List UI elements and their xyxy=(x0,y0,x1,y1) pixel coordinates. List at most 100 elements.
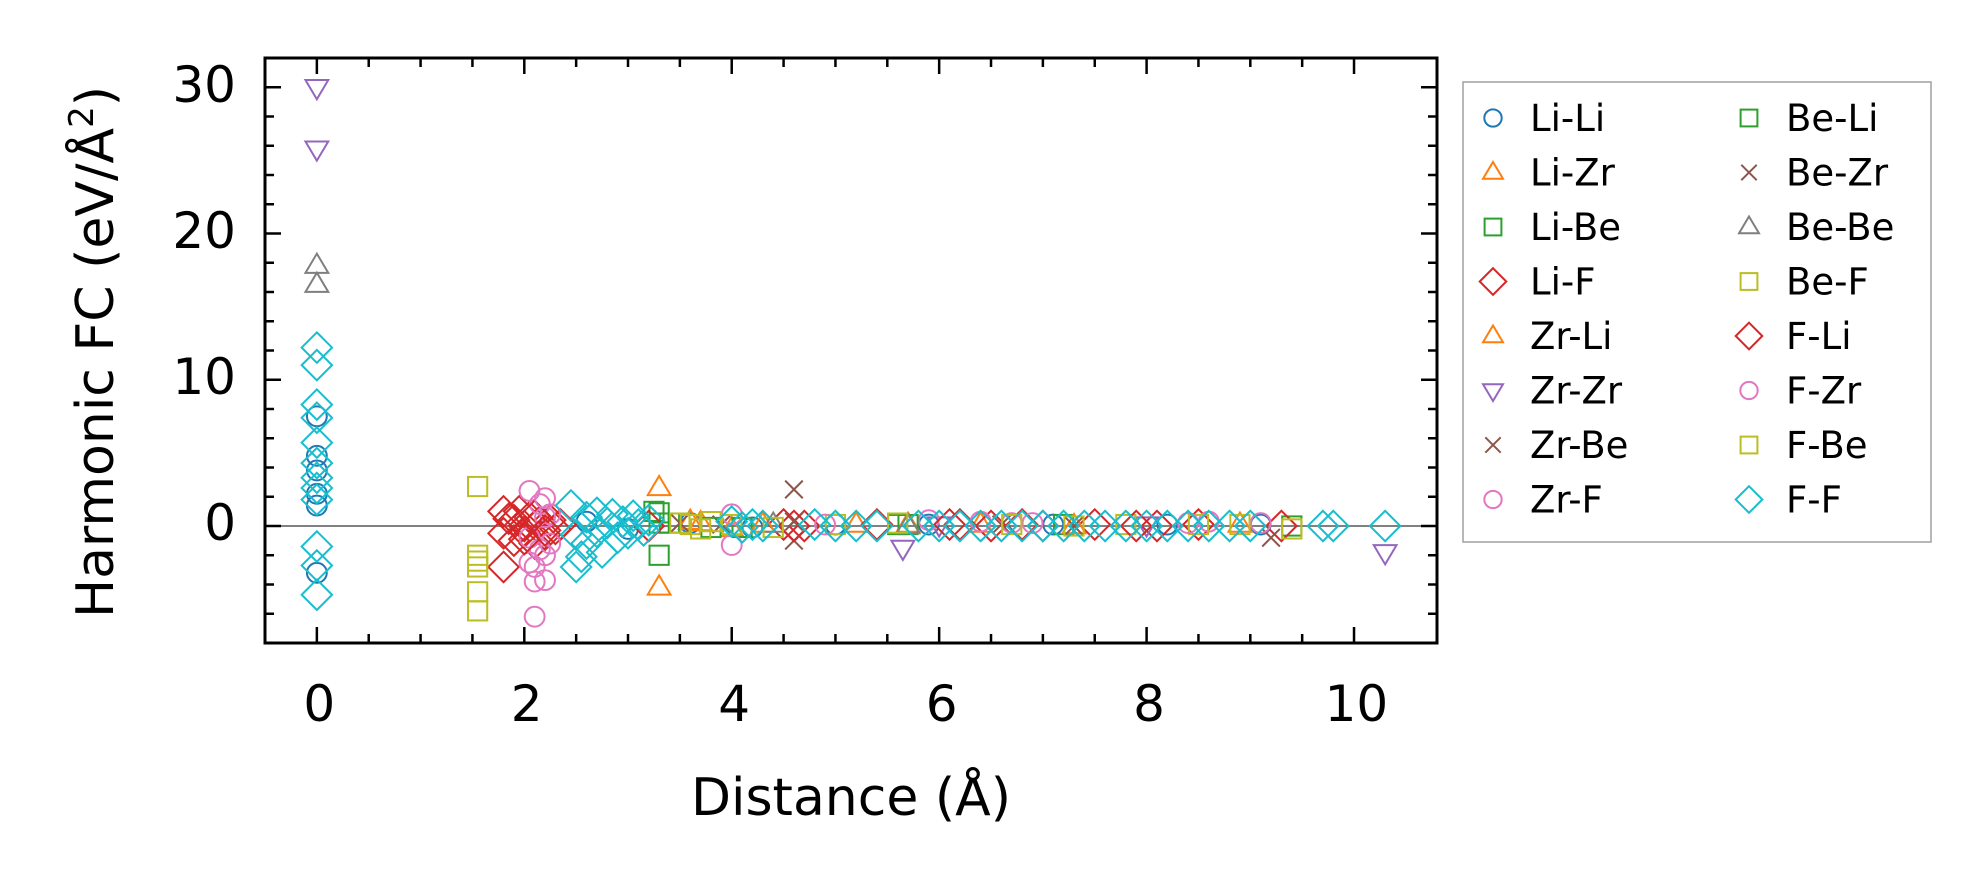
data-point-f-f xyxy=(1368,509,1402,543)
legend-label: Li-F xyxy=(1530,261,1596,304)
data-point-zr-f xyxy=(1249,512,1272,534)
y-tick-label: 20 xyxy=(172,202,236,260)
legend-marker xyxy=(1478,266,1508,297)
data-point-zr-f xyxy=(523,570,546,593)
legend-marker xyxy=(1739,272,1759,291)
data-point-f-f xyxy=(1316,509,1350,543)
data-point-li-f xyxy=(1005,507,1039,542)
y-axis-label-main: Harmonic FC (eV/Å xyxy=(64,127,126,618)
data-point-f-f xyxy=(595,497,630,531)
legend-label: F-Be xyxy=(1786,424,1867,467)
legend-marker xyxy=(1481,323,1505,344)
legend-marker xyxy=(1734,484,1764,515)
data-point-be-li xyxy=(648,512,670,534)
data-point-f-f xyxy=(559,550,593,584)
data-point-f-f xyxy=(1306,509,1340,543)
y-tick-labels: 0 10 20 30 xyxy=(172,56,236,552)
data-point-li-zr xyxy=(645,573,673,596)
data-point-be-f xyxy=(1187,513,1210,536)
data-point-f-zr xyxy=(1177,512,1199,534)
data-markers xyxy=(300,79,1402,628)
data-point-f-f xyxy=(606,504,640,539)
legend-box xyxy=(1462,81,1932,543)
legend-label: Be-F xyxy=(1786,261,1869,304)
x-tick-label: 0 xyxy=(303,675,335,733)
legend-label: Zr-F xyxy=(1530,479,1603,522)
data-point-f-f xyxy=(300,330,334,365)
data-point-f-f xyxy=(300,578,334,612)
data-point-li-li xyxy=(305,444,328,467)
data-point-zr-f xyxy=(539,532,562,555)
legend-label: Be-Zr xyxy=(1786,152,1889,195)
data-point-zr-be xyxy=(784,479,804,499)
y-tick-label: 10 xyxy=(172,348,236,406)
data-point-f-f xyxy=(300,529,334,564)
data-point-be-f xyxy=(700,511,722,533)
x-tick-label: 6 xyxy=(926,675,958,733)
legend-label: Li-Li xyxy=(1530,97,1605,140)
data-point-f-zr xyxy=(814,513,836,536)
y-tick-label: 30 xyxy=(172,56,236,114)
data-point-f-f xyxy=(300,461,334,495)
data-point-f-f xyxy=(798,507,832,542)
legend-label: Li-Zr xyxy=(1530,152,1616,195)
legend-marker xyxy=(1739,380,1759,401)
legend-label: F-Zr xyxy=(1786,370,1862,413)
legend-label: Zr-Be xyxy=(1530,424,1628,467)
legend-label: Zr-Li xyxy=(1530,315,1612,358)
data-point-zr-zr xyxy=(1371,544,1399,567)
data-point-be-zr xyxy=(1064,516,1084,536)
x-axis-label: Distance (Å) xyxy=(691,766,1011,828)
data-point-zr-li xyxy=(1060,512,1088,535)
legend-marker xyxy=(1740,164,1758,181)
data-point-f-be xyxy=(679,513,701,536)
data-point-li-f xyxy=(860,507,894,542)
data-point-f-zr xyxy=(1021,512,1044,534)
data-point-zr-f xyxy=(523,605,546,628)
data-point-f-f xyxy=(860,509,894,543)
legend-label: F-Li xyxy=(1786,315,1852,358)
data-point-f-f xyxy=(715,504,749,539)
legend-label: F-F xyxy=(1786,479,1842,522)
data-point-f-li xyxy=(518,499,552,533)
data-point-li-f xyxy=(766,507,801,542)
data-point-f-li xyxy=(932,507,967,542)
data-point-f-f xyxy=(735,507,770,542)
data-point-be-f xyxy=(1281,518,1303,540)
data-point-li-li xyxy=(305,459,328,482)
data-point-be-f xyxy=(1063,515,1085,537)
data-point-f-f xyxy=(300,426,334,460)
legend-marker xyxy=(1484,436,1502,454)
data-point-f-f xyxy=(300,471,334,505)
y-tick-label: 0 xyxy=(204,494,236,552)
x-tick-label: 4 xyxy=(718,675,750,733)
data-point-f-be xyxy=(1001,513,1023,536)
data-point-f-f xyxy=(300,348,334,382)
legend-marker xyxy=(1481,160,1505,180)
data-point-li-zr xyxy=(645,474,673,497)
legend-marker xyxy=(1483,217,1503,237)
plot-frame xyxy=(263,56,1439,645)
legend-marker xyxy=(1481,383,1505,403)
data-point-f-f xyxy=(564,540,598,574)
data-point-f-be xyxy=(1229,513,1251,536)
data-point-f-f xyxy=(1233,509,1267,543)
data-point-zr-zr xyxy=(303,79,331,102)
data-point-f-f xyxy=(590,506,624,540)
data-point-f-f xyxy=(746,509,780,543)
data-point-f-f xyxy=(569,526,604,561)
y-axis-label: Harmonic FC (eV/Å2) xyxy=(62,86,126,618)
data-point-li-f xyxy=(497,524,531,558)
data-point-f-f xyxy=(554,488,588,523)
data-point-f-zr xyxy=(534,487,556,510)
data-point-f-f xyxy=(300,483,334,517)
x-tick-labels: 0 2 4 6 8 10 xyxy=(303,675,1388,733)
data-point-li-zr xyxy=(843,510,870,533)
data-point-be-f xyxy=(824,513,847,536)
data-point-zr-zr xyxy=(889,539,917,562)
legend-label: Zr-Zr xyxy=(1530,370,1623,413)
data-point-f-f xyxy=(300,446,334,480)
legend-marker xyxy=(1483,489,1503,510)
data-point-f-be xyxy=(467,550,489,572)
